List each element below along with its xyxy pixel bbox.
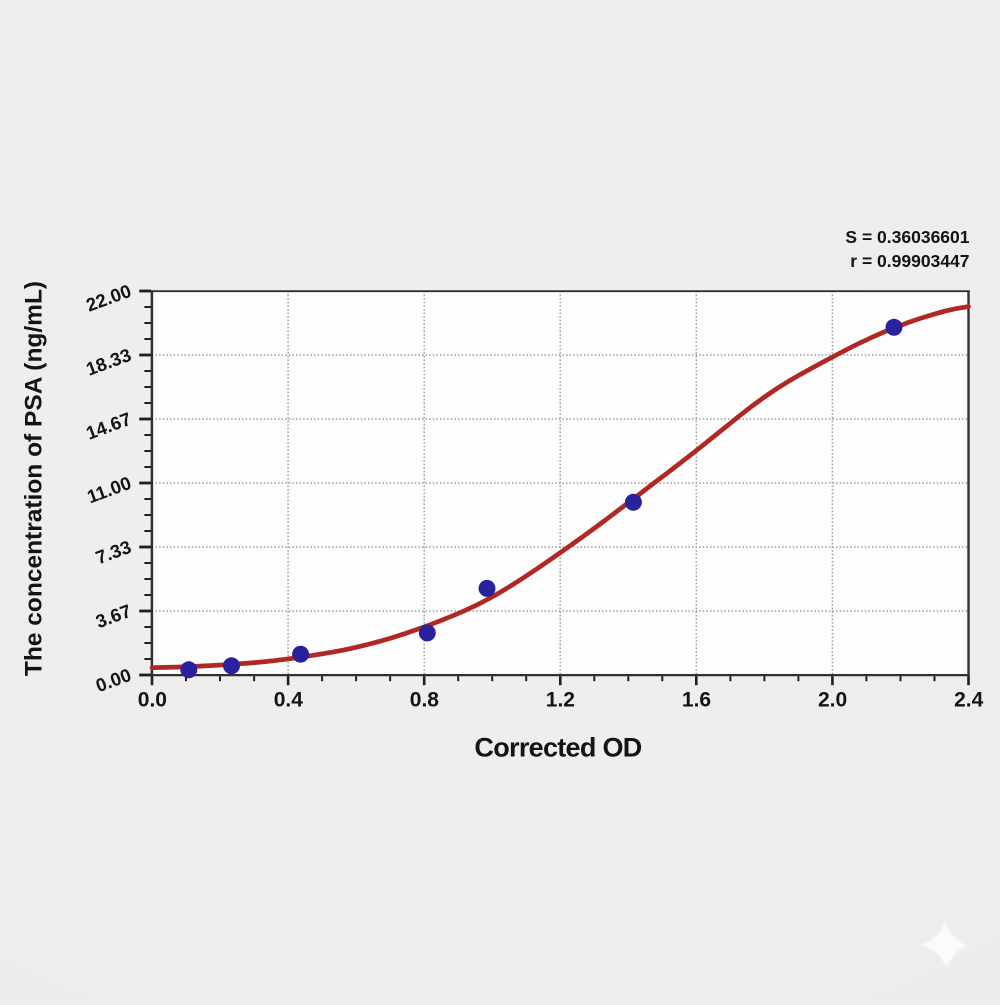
svg-text:r = 0.99903447: r = 0.99903447 — [850, 251, 969, 271]
svg-text:0.4: 0.4 — [274, 689, 304, 712]
svg-text:1.6: 1.6 — [682, 689, 711, 712]
svg-text:Corrected OD: Corrected OD — [474, 733, 641, 763]
svg-text:0.8: 0.8 — [410, 689, 440, 712]
svg-text:3.67: 3.67 — [93, 600, 134, 632]
svg-text:7.33: 7.33 — [93, 536, 134, 568]
svg-text:11.00: 11.00 — [84, 472, 134, 507]
svg-text:2.0: 2.0 — [818, 689, 847, 712]
svg-text:18.33: 18.33 — [83, 344, 134, 380]
svg-text:The concentration of PSA (ng/m: The concentration of PSA (ng/mL) — [21, 281, 48, 676]
svg-text:S = 0.36036601: S = 0.36036601 — [845, 227, 969, 247]
svg-text:0.00: 0.00 — [93, 664, 134, 696]
svg-text:0.0: 0.0 — [138, 689, 167, 712]
svg-text:2.4: 2.4 — [954, 689, 984, 712]
svg-text:1.2: 1.2 — [546, 689, 575, 712]
svg-text:14.67: 14.67 — [83, 408, 134, 444]
svg-text:22.00: 22.00 — [83, 280, 134, 316]
